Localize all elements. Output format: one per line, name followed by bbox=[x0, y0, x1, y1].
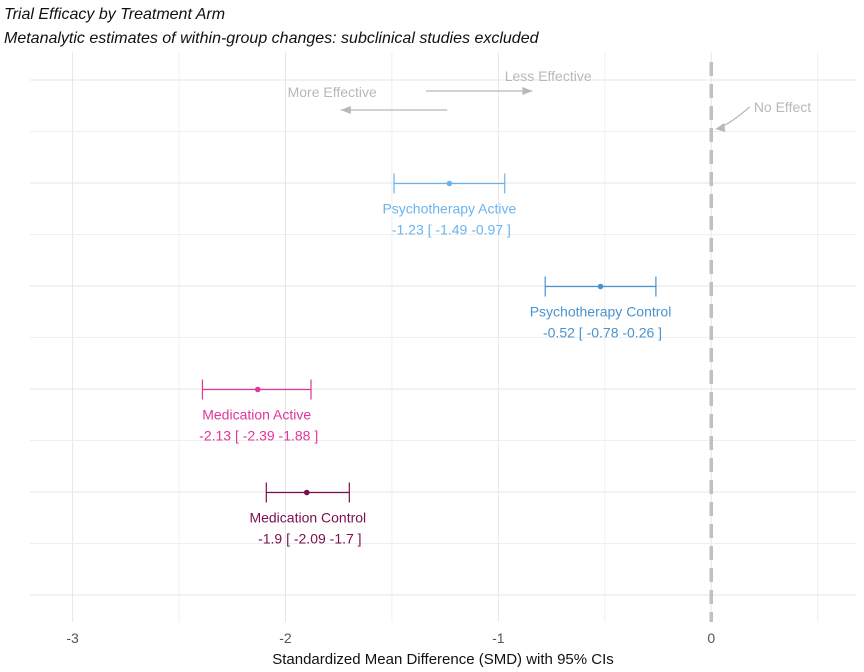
series-ci-label: -2.13 [ -2.39 -1.88 ] bbox=[199, 428, 318, 444]
direction-annotations: Less Effective More Effective No Effect bbox=[288, 68, 811, 132]
x-tick-label: -1 bbox=[492, 630, 505, 646]
series-ci-label: -1.9 [ -2.09 -1.7 ] bbox=[258, 531, 362, 547]
x-axis-label: Standardized Mean Difference (SMD) with … bbox=[272, 651, 614, 668]
less-effective-arrow-head bbox=[522, 87, 533, 95]
series-medication-control: Medication Control -1.9 [ -2.09 -1.7 ] bbox=[249, 482, 366, 547]
x-tick-label: 0 bbox=[707, 630, 715, 646]
more-effective-arrow-head bbox=[340, 106, 351, 114]
point-estimate bbox=[254, 386, 261, 393]
no-effect-arrow-head bbox=[715, 123, 726, 132]
less-effective-label: Less Effective bbox=[505, 68, 592, 84]
series-group: Psychotherapy Active -1.23 [ -1.49 -0.97 … bbox=[199, 173, 672, 547]
more-effective-arrow bbox=[340, 106, 448, 114]
x-tick-label: -2 bbox=[279, 630, 292, 646]
series-psychotherapy-active: Psychotherapy Active -1.23 [ -1.49 -0.97 … bbox=[382, 173, 517, 238]
point-estimate bbox=[597, 283, 604, 290]
x-axis: -3 -2 -1 0 bbox=[66, 630, 715, 646]
chart-title: Trial Efficacy by Treatment Arm bbox=[4, 6, 226, 23]
less-effective-arrow bbox=[425, 87, 533, 95]
no-effect-label: No Effect bbox=[754, 99, 811, 115]
series-ci-label: -1.23 [ -1.49 -0.97 ] bbox=[392, 222, 511, 238]
series-label: Medication Control bbox=[249, 510, 366, 526]
point-estimate bbox=[446, 180, 453, 187]
series-medication-active: Medication Active -2.13 [ -2.39 -1.88 ] bbox=[199, 379, 318, 444]
series-ci-label: -0.52 [ -0.78 -0.26 ] bbox=[543, 325, 662, 341]
series-label: Psychotherapy Active bbox=[382, 201, 516, 217]
grid bbox=[30, 52, 856, 622]
series-label: Medication Active bbox=[202, 407, 311, 423]
chart-subtitle: Metanalytic estimates of within-group ch… bbox=[4, 30, 539, 47]
series-psychotherapy-control: Psychotherapy Control -0.52 [ -0.78 -0.26… bbox=[530, 276, 672, 341]
more-effective-label: More Effective bbox=[288, 84, 377, 100]
series-label: Psychotherapy Control bbox=[530, 304, 672, 320]
x-tick-label: -3 bbox=[66, 630, 79, 646]
point-estimate bbox=[303, 489, 310, 496]
